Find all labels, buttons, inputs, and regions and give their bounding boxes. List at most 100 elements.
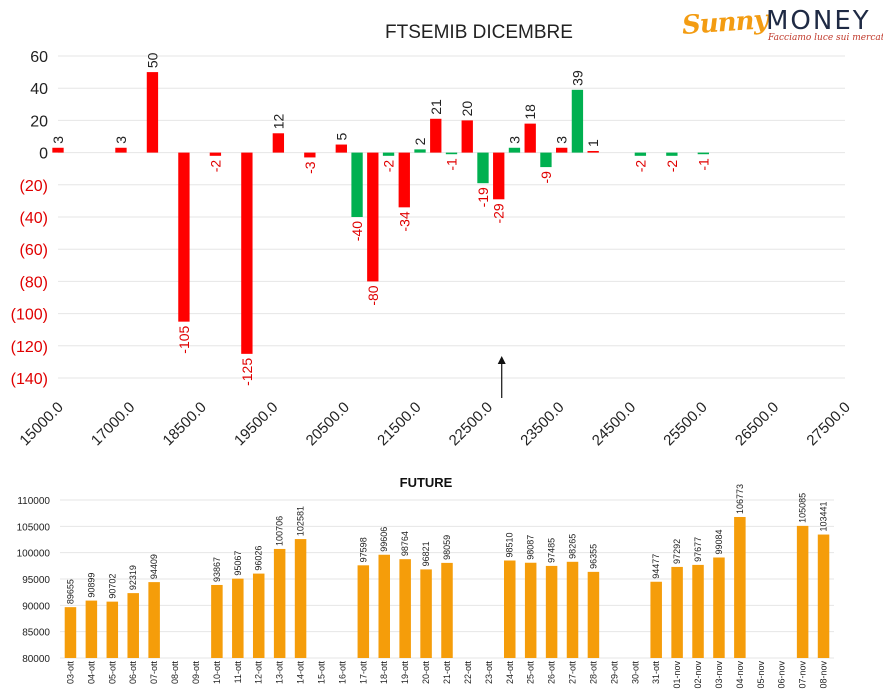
- bar: [382, 152, 395, 156]
- x-tick-label: 09-ott: [191, 661, 201, 685]
- data-label: 39: [569, 70, 585, 86]
- bar: [540, 152, 552, 168]
- bar: [524, 123, 536, 153]
- bar: [477, 152, 489, 184]
- data-label: 21: [428, 99, 444, 115]
- data-label: 98510: [505, 532, 515, 557]
- bar: [127, 593, 139, 658]
- bar: [556, 147, 568, 153]
- bar: [399, 559, 411, 658]
- x-tick-label: 21-ott: [442, 661, 452, 685]
- data-label: 97677: [693, 537, 703, 562]
- data-label: -2: [632, 160, 648, 173]
- bar: [211, 584, 223, 658]
- x-tick-label: 22-ott: [463, 661, 473, 685]
- x-tick-label: 07-nov: [798, 661, 808, 689]
- bar: [294, 539, 307, 658]
- bar: [504, 560, 516, 658]
- y-tick-label: 20: [30, 113, 48, 130]
- data-label: 98087: [526, 535, 536, 560]
- x-tick-label: 06-ott: [128, 661, 138, 685]
- data-label: 20: [459, 101, 475, 117]
- data-label: -2: [381, 160, 397, 173]
- data-label: -40: [349, 221, 365, 241]
- chart-title: FUTURE: [400, 475, 453, 490]
- bar: [430, 118, 442, 153]
- bar: [713, 557, 725, 658]
- data-label: -105: [176, 325, 192, 353]
- x-tick-label: 11-ott: [233, 661, 243, 684]
- x-tick-label: 18-ott: [379, 661, 389, 685]
- x-tick-label: 06-nov: [777, 661, 787, 689]
- bar: [304, 152, 316, 158]
- x-tick-label: 05-nov: [756, 661, 766, 689]
- bar: [796, 525, 809, 658]
- x-tick-label: 19-ott: [400, 661, 410, 685]
- x-tick-label: 30-ott: [630, 661, 640, 685]
- x-tick-label: 05-ott: [107, 661, 117, 685]
- x-tick-label: 24-ott: [505, 661, 515, 685]
- bar: [697, 152, 710, 155]
- data-label: -2: [207, 160, 223, 173]
- x-tick-label: 27-ott: [568, 661, 578, 685]
- bar: [115, 147, 127, 153]
- data-label: 93867: [212, 557, 222, 582]
- x-tick-label: 17000.0: [88, 399, 138, 449]
- bar: [209, 152, 222, 156]
- data-label: 94409: [149, 554, 159, 579]
- data-label: 106773: [735, 484, 745, 514]
- data-label: 105085: [798, 493, 808, 523]
- data-label: -1: [695, 158, 711, 171]
- data-label: -1: [444, 158, 460, 171]
- data-label: 92319: [128, 565, 138, 590]
- x-tick-label: 31-ott: [651, 661, 661, 685]
- bar: [566, 561, 579, 658]
- data-label: -29: [491, 203, 507, 223]
- y-tick-label: 85000: [22, 628, 50, 639]
- bar: [232, 578, 244, 658]
- x-tick-label: 18500.0: [160, 399, 210, 449]
- data-label: 3: [113, 136, 129, 144]
- data-label: 97292: [672, 539, 682, 564]
- y-tick-label: 0: [39, 146, 48, 163]
- x-tick-label: 15-ott: [316, 661, 326, 685]
- x-tick-label: 17-ott: [358, 661, 368, 685]
- data-label: 97485: [547, 538, 557, 563]
- chart-title: FTSEMIB DICEMBRE: [385, 22, 573, 43]
- y-tick-label: 100000: [17, 549, 51, 560]
- data-label: 95067: [233, 551, 243, 576]
- y-tick-label: 105000: [17, 522, 51, 533]
- data-label: 96355: [588, 544, 598, 569]
- bar: [634, 152, 647, 156]
- x-tick-label: 04-ott: [86, 661, 96, 685]
- x-tick-label: 23500.0: [517, 399, 567, 449]
- data-label: 103441: [819, 501, 829, 531]
- x-tick-label: 14-ott: [296, 661, 306, 685]
- x-tick-label: 27500.0: [803, 399, 853, 449]
- bar: [461, 120, 473, 153]
- bar: [273, 548, 286, 658]
- arrow-head-icon: [497, 356, 506, 364]
- x-tick-label: 16-ott: [337, 661, 347, 685]
- bar: [146, 72, 159, 153]
- x-tick-label: 03-nov: [714, 661, 724, 689]
- bar: [445, 152, 458, 155]
- data-label: 96821: [421, 541, 431, 566]
- data-label: 102581: [296, 506, 306, 536]
- x-tick-label: 07-ott: [149, 661, 159, 685]
- x-tick-label: 23-ott: [484, 661, 494, 685]
- sunny-money-logo: Sunny MONEY Facciamo luce sui mercati: [681, 5, 883, 46]
- bar: [650, 581, 662, 658]
- bar: [252, 573, 265, 658]
- bar: [493, 152, 505, 200]
- bar: [671, 566, 683, 658]
- x-tick-label: 20500.0: [303, 399, 353, 449]
- y-tick-label: 110000: [17, 496, 50, 507]
- bar: [335, 144, 347, 153]
- x-tick-label: 12-ott: [254, 661, 264, 685]
- bar: [441, 562, 453, 658]
- data-label: 3: [50, 136, 66, 144]
- data-label: 97598: [358, 537, 368, 562]
- y-tick-label: 60: [30, 49, 48, 66]
- x-tick-label: 08-ott: [170, 661, 180, 685]
